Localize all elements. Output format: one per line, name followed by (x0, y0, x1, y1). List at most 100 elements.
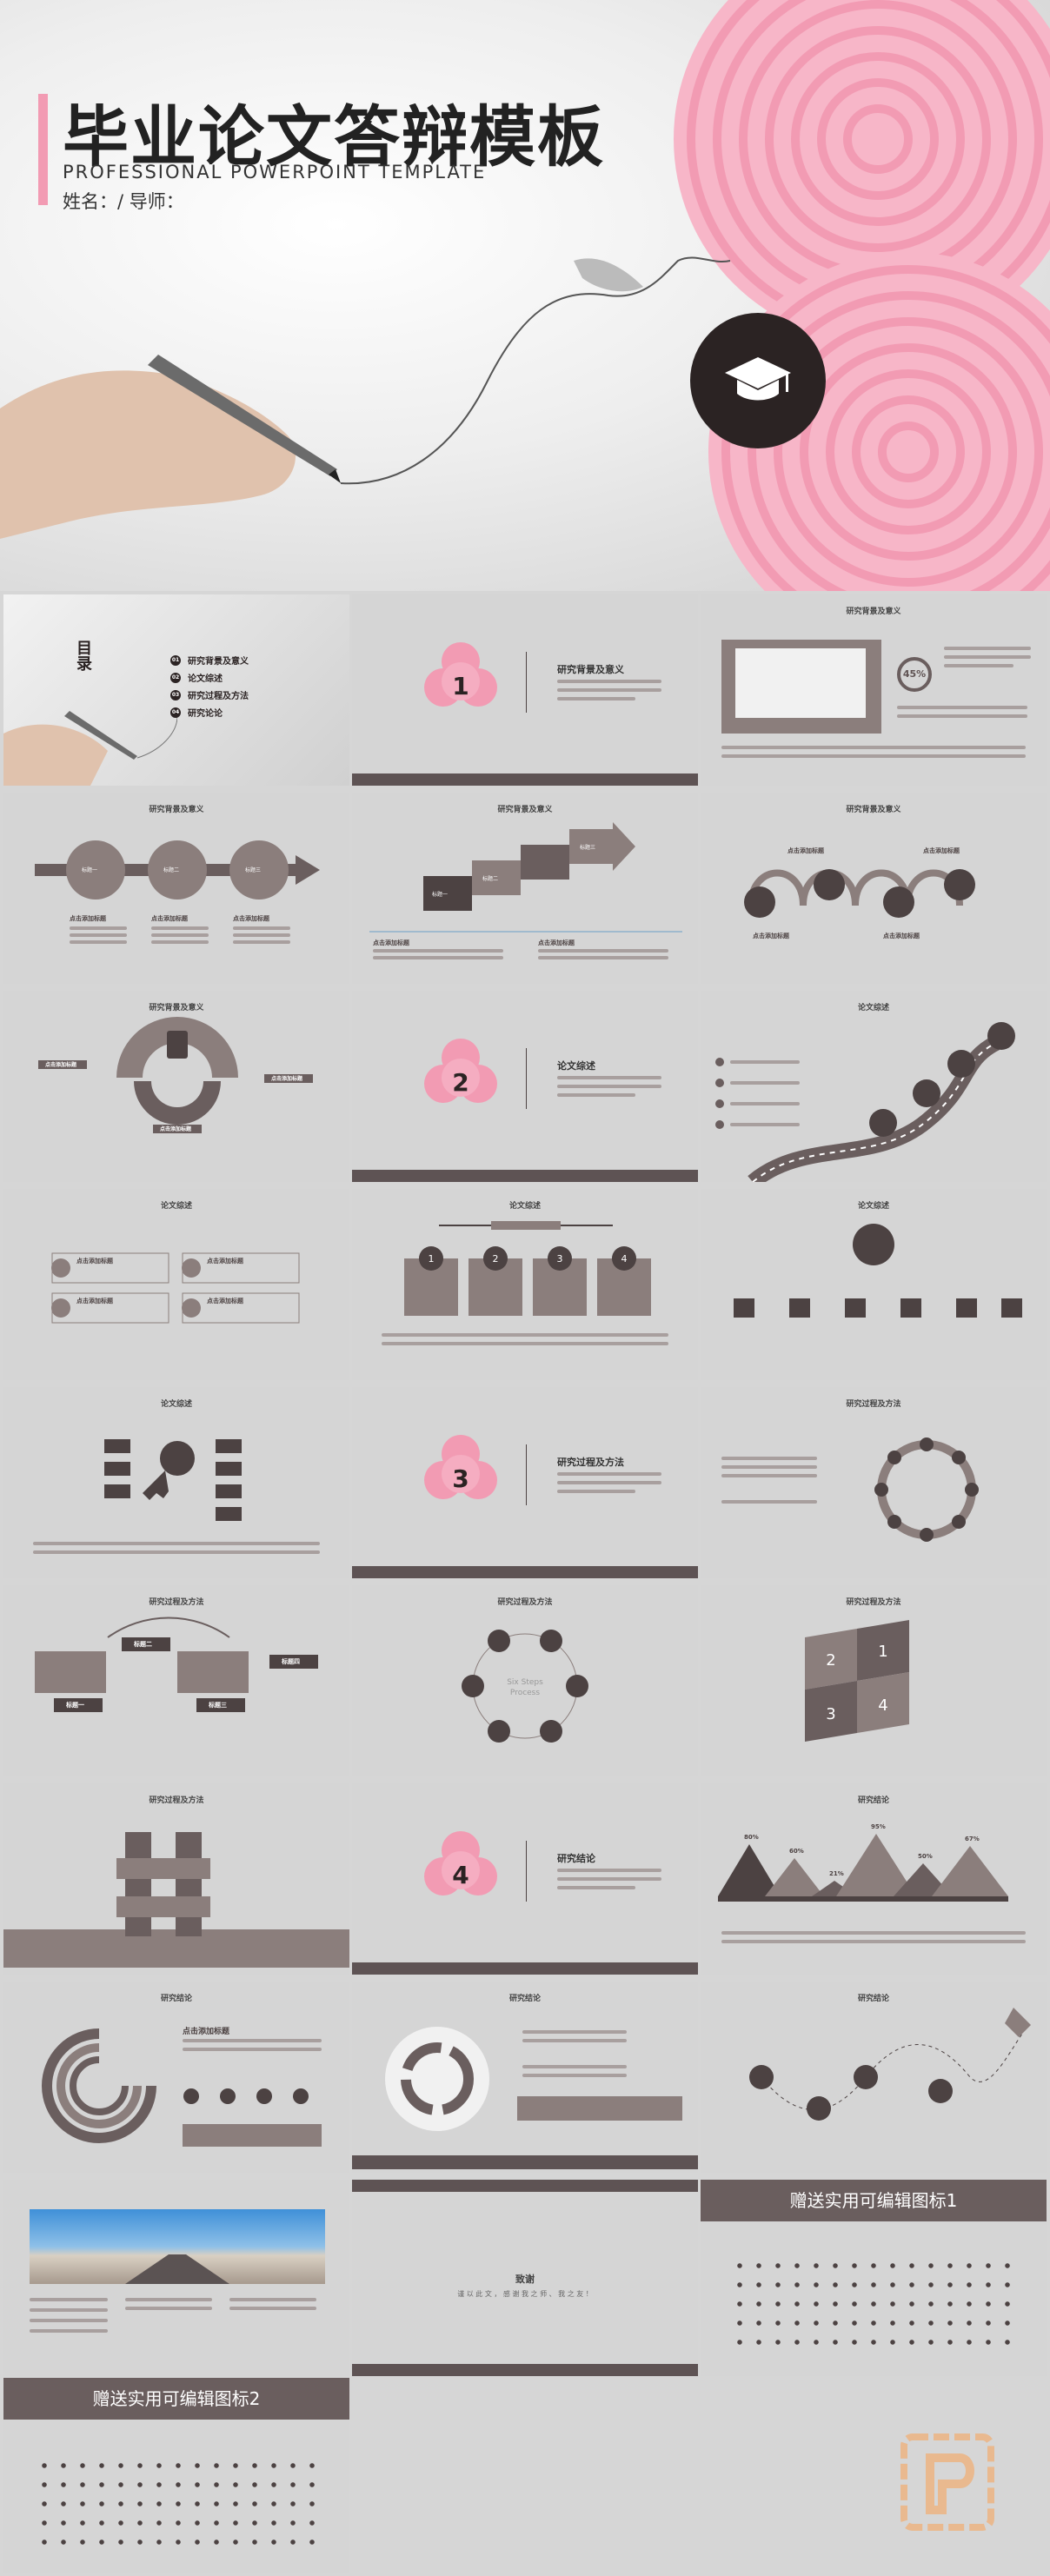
slide-conclusion-2: 研究结论 点击添加标题 (3, 1982, 349, 2173)
slide-title: 研究背景及意义 (846, 806, 901, 814)
radial-bar-chart (42, 2028, 322, 2147)
mountain-value-6: 67% (965, 1836, 980, 1842)
toc-hand-illustration (3, 711, 177, 786)
toc-item-1: 01 研究背景及意义 (170, 654, 249, 667)
cover-title: 毕业论文答辩模板 (63, 98, 605, 176)
slide-title: 研究过程及方法 (149, 1598, 204, 1607)
toc-item-4: 04 研究论论 (170, 706, 223, 719)
slide-review-1: 论文综述 (701, 991, 1047, 1182)
slide-background-5: 研究背景及意义 点击添加标题 点击添加标题 点击添加标题 (3, 991, 349, 1182)
six-steps-label: Six Steps Process (507, 1678, 543, 1698)
slide-review-4: 论文综述 (701, 1189, 1047, 1380)
slide-title: 研究结论 (160, 1995, 192, 2003)
slide-title: 研究背景及意义 (497, 806, 553, 814)
slide-road-photo (3, 2180, 349, 2376)
slide-title: 论文综述 (857, 1004, 889, 1012)
step-label-2: 标题二 (163, 867, 180, 873)
toc-title: 目录 (74, 640, 92, 671)
fan-diagram (38, 1017, 313, 1133)
toc-item-2: 02 论文综述 (170, 671, 223, 684)
section-number: 4 (452, 1860, 469, 1889)
slide-thanks: 致谢 谨 以 此 文 ， 感 谢 我 之 师 、 我 之 友 ！ (352, 2180, 698, 2376)
mountain-value-4: 95% (871, 1823, 886, 1830)
slide-title: 论文综述 (508, 1202, 541, 1211)
svg-text:3: 3 (826, 1705, 835, 1723)
slide-icons-1: 赠送实用可编辑图标1 (701, 2180, 1047, 2376)
section-title: 研究背景及意义 (557, 664, 624, 675)
slide-process-1: 研究过程及方法 (701, 1387, 1047, 1578)
watermark-logo-icon (900, 2433, 994, 2531)
slide-conclusion-4: 研究结论 (701, 1982, 1047, 2173)
wavy-path-diagram (749, 2008, 1031, 2121)
mountain-value-3: 21% (829, 1870, 844, 1877)
svg-text:1: 1 (878, 1643, 887, 1661)
cycle-ring-diagram (874, 1437, 979, 1542)
slide-section-3: 3 研究过程及方法 (352, 1387, 698, 1578)
slide-title: 论文综述 (857, 1202, 889, 1211)
hand-pen-illustration (0, 256, 731, 539)
section-divider (526, 652, 527, 713)
slide-title: 论文综述 (160, 1400, 192, 1409)
slide-title: 研究结论 (508, 1995, 541, 2003)
slide-process-5: 研究过程及方法 (3, 1783, 349, 1975)
key-diagram (104, 1439, 242, 1521)
laptop-screen (735, 648, 866, 718)
pink-flower-graphic (424, 642, 497, 707)
slide-background-1: 研究背景及意义 45% (701, 594, 1047, 786)
slide-section-4: 4 研究结论 (352, 1783, 698, 1975)
road-map-diagram (715, 1022, 1015, 1182)
icon-grid-1 (730, 2256, 1017, 2352)
slide-title: 研究过程及方法 (497, 1598, 553, 1607)
cover-illustration (0, 0, 1050, 591)
graduation-cap-icon (725, 357, 791, 401)
cover-slide: 毕业论文答辩模板 PROFESSIONAL POWERPOINT TEMPLAT… (0, 0, 1050, 591)
slide-title: 研究背景及意义 (846, 607, 901, 616)
slide-section-1: 1 研究背景及意义 (352, 594, 698, 786)
pink-flower-graphic (424, 1435, 497, 1499)
step-label-3: 标题三 (245, 867, 262, 873)
slide-process-3: 研究过程及方法 Six Steps Process (352, 1585, 698, 1776)
four-item-diagram (51, 1252, 300, 1324)
slide-title: 研究背景及意义 (149, 806, 204, 814)
slide-title: 论文综述 (160, 1202, 192, 1211)
pink-rings-graphic (674, 0, 1050, 591)
cube-diagram: 2 1 3 4 (805, 1620, 909, 1742)
slide-background-2: 研究背景及意义 标题一 标题二 标题三 点击添加标题 点击添加标题 点击添加标题 (3, 793, 349, 984)
mountain-chart (718, 1834, 1008, 1902)
section-title: 研究过程及方法 (557, 1457, 624, 1468)
six-steps-diagram (462, 1630, 588, 1743)
svg-text:4: 4 (878, 1696, 887, 1715)
section-title: 研究结论 (557, 1853, 595, 1864)
slide-review-5: 论文综述 (3, 1387, 349, 1578)
slide-title: 研究过程及方法 (149, 1796, 204, 1805)
slide-title: 研究过程及方法 (846, 1598, 901, 1607)
knot-diagram (116, 1832, 210, 1936)
timeline-cards-diagram: 1 2 3 4 (404, 1221, 651, 1316)
slide-footer-bar (352, 773, 698, 786)
stair-arrow-diagram (369, 822, 682, 933)
thanks-title: 致谢 (515, 2274, 535, 2285)
cover-author-line: 姓名：/ 导师： (63, 191, 184, 212)
slide-title: 研究结论 (857, 1796, 889, 1805)
gift-icons-1-banner: 赠送实用可编辑图标1 (701, 2180, 1047, 2221)
mountain-value-2: 60% (789, 1848, 804, 1855)
boxes-diagram (35, 1617, 318, 1712)
pink-flower-graphic (424, 1831, 497, 1895)
section-number: 3 (452, 1464, 469, 1493)
section-number: 1 (452, 671, 469, 700)
svg-text:2: 2 (826, 1651, 835, 1670)
mountain-value-5: 50% (918, 1853, 933, 1860)
mountain-value-1: 80% (744, 1834, 759, 1841)
svg-text:2: 2 (493, 1253, 499, 1265)
svg-text:1: 1 (429, 1253, 435, 1265)
section-title: 论文综述 (557, 1060, 595, 1072)
svg-text:3: 3 (557, 1253, 563, 1265)
wave-icon-diagram (744, 869, 975, 918)
slide-section-2: 2 论文综述 (352, 991, 698, 1182)
slide-background-4: 研究背景及意义 点击添加标题 点击添加标题 点击添加标题 点击添加标题 (701, 793, 1047, 984)
slide-conclusion-3: 研究结论 (352, 1982, 698, 2173)
slide-title: 研究结论 (857, 1995, 889, 2003)
cover-accent-bar (38, 94, 48, 205)
step-label-1: 标题一 (82, 867, 98, 873)
